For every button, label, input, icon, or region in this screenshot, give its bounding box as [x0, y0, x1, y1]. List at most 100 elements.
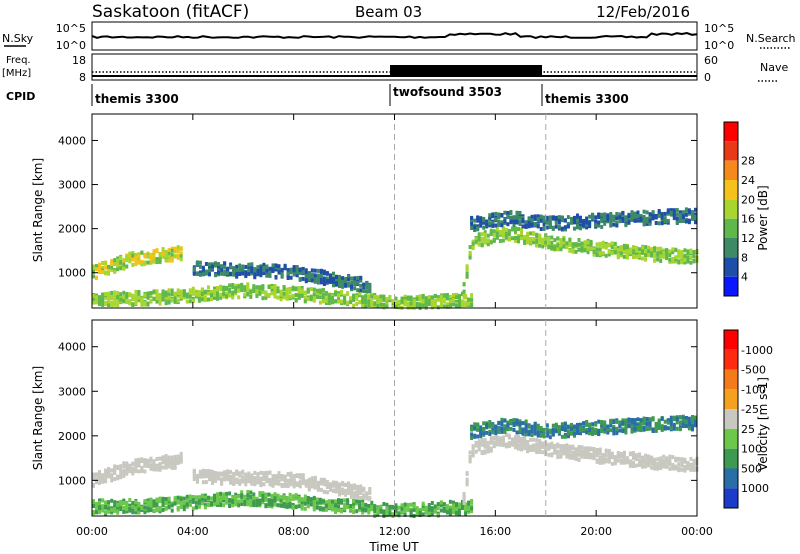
- data-cell: [256, 271, 260, 276]
- data-cell: [249, 490, 253, 495]
- data-cell: [208, 268, 211, 273]
- data-cell: [247, 262, 251, 267]
- data-cell: [295, 473, 299, 478]
- data-cell: [498, 441, 502, 445]
- data-cell: [550, 444, 554, 449]
- data-cell: [364, 300, 368, 305]
- data-cell: [197, 293, 201, 297]
- data-cell: [312, 495, 316, 500]
- data-cell: [261, 494, 265, 498]
- data-cell: [140, 506, 144, 511]
- data-cell: [642, 421, 646, 426]
- data-cell: [343, 506, 347, 511]
- data-cell: [197, 501, 201, 506]
- data-cell: [616, 247, 620, 252]
- data-cell: [140, 262, 144, 267]
- data-cell: [197, 495, 201, 500]
- data-cell: [198, 260, 202, 265]
- data-cell: [473, 434, 477, 439]
- data-cell: [615, 431, 619, 436]
- data-cell: [594, 219, 598, 224]
- data-cell: [535, 232, 539, 237]
- data-cell: [155, 292, 159, 297]
- data-cell: [110, 468, 114, 473]
- data-cell: [113, 296, 117, 301]
- data-cell: [488, 215, 492, 220]
- data-cell: [691, 420, 694, 424]
- data-cell: [489, 229, 493, 234]
- data-cell: [566, 221, 570, 226]
- data-cell: [155, 502, 159, 507]
- data-cell: [194, 505, 198, 510]
- nave-high-block: [390, 65, 542, 76]
- data-cell: [495, 439, 499, 443]
- data-cell: [306, 496, 310, 501]
- data-cell: [630, 210, 634, 215]
- data-cell: [526, 231, 530, 236]
- data-cell: [155, 289, 159, 294]
- data-cell: [518, 421, 522, 426]
- data-cell: [316, 277, 320, 282]
- data-cell: [158, 293, 162, 297]
- data-cell: [527, 217, 531, 222]
- data-cell: [271, 476, 275, 481]
- data-cell: [474, 443, 478, 448]
- data-cell: [461, 292, 464, 297]
- data-cell: [464, 512, 468, 517]
- data-cell: [548, 220, 552, 225]
- data-cell: [107, 299, 111, 304]
- data-cell: [325, 279, 329, 283]
- data-cell: [455, 509, 458, 514]
- data-cell: [674, 456, 678, 461]
- data-cell: [152, 296, 156, 301]
- data-cell: [229, 476, 233, 481]
- data-cell: [497, 215, 501, 220]
- data-cell: [445, 296, 449, 301]
- data-cell: [625, 456, 629, 461]
- data-cell: [615, 428, 619, 433]
- data-cell: [616, 458, 620, 463]
- data-cell: [201, 272, 205, 277]
- data-cell: [681, 421, 685, 426]
- data-cell: [512, 217, 516, 222]
- data-cell: [538, 442, 542, 447]
- data-cell: [298, 475, 302, 480]
- data-cell: [355, 296, 359, 301]
- data-cell: [324, 507, 328, 512]
- data-cell: [104, 500, 108, 505]
- data-cell: [666, 418, 670, 423]
- data-cell: [488, 422, 492, 427]
- data-cell: [125, 255, 129, 260]
- data-cell: [668, 454, 672, 459]
- data-cell: [692, 462, 696, 467]
- data-cell: [518, 222, 522, 226]
- data-cell: [226, 469, 230, 474]
- data-cell: [662, 254, 666, 259]
- data-cell: [577, 238, 581, 242]
- data-cell: [361, 510, 365, 515]
- data-cell: [604, 453, 608, 458]
- data-cell: [674, 259, 678, 264]
- y-tick-label: 4000: [58, 134, 86, 147]
- data-cell: [669, 419, 673, 424]
- data-cell: [548, 435, 552, 440]
- data-cell: [514, 442, 517, 447]
- data-cell: [468, 245, 472, 250]
- data-cell: [594, 223, 598, 228]
- data-cell: [517, 446, 520, 451]
- data-cell: [264, 295, 268, 300]
- data-cell: [341, 283, 345, 288]
- data-cell: [645, 421, 649, 426]
- data-cell: [285, 290, 289, 295]
- data-cell: [612, 424, 616, 429]
- data-cell: [520, 436, 523, 441]
- y-tick-label: 1000: [58, 267, 86, 280]
- data-cell: [167, 455, 171, 460]
- data-cell: [509, 420, 513, 424]
- data-cell: [506, 214, 510, 219]
- data-cell: [606, 424, 610, 429]
- data-cell: [370, 500, 374, 505]
- data-cell: [107, 472, 111, 477]
- data-cell: [173, 298, 177, 303]
- data-cell: [280, 274, 284, 279]
